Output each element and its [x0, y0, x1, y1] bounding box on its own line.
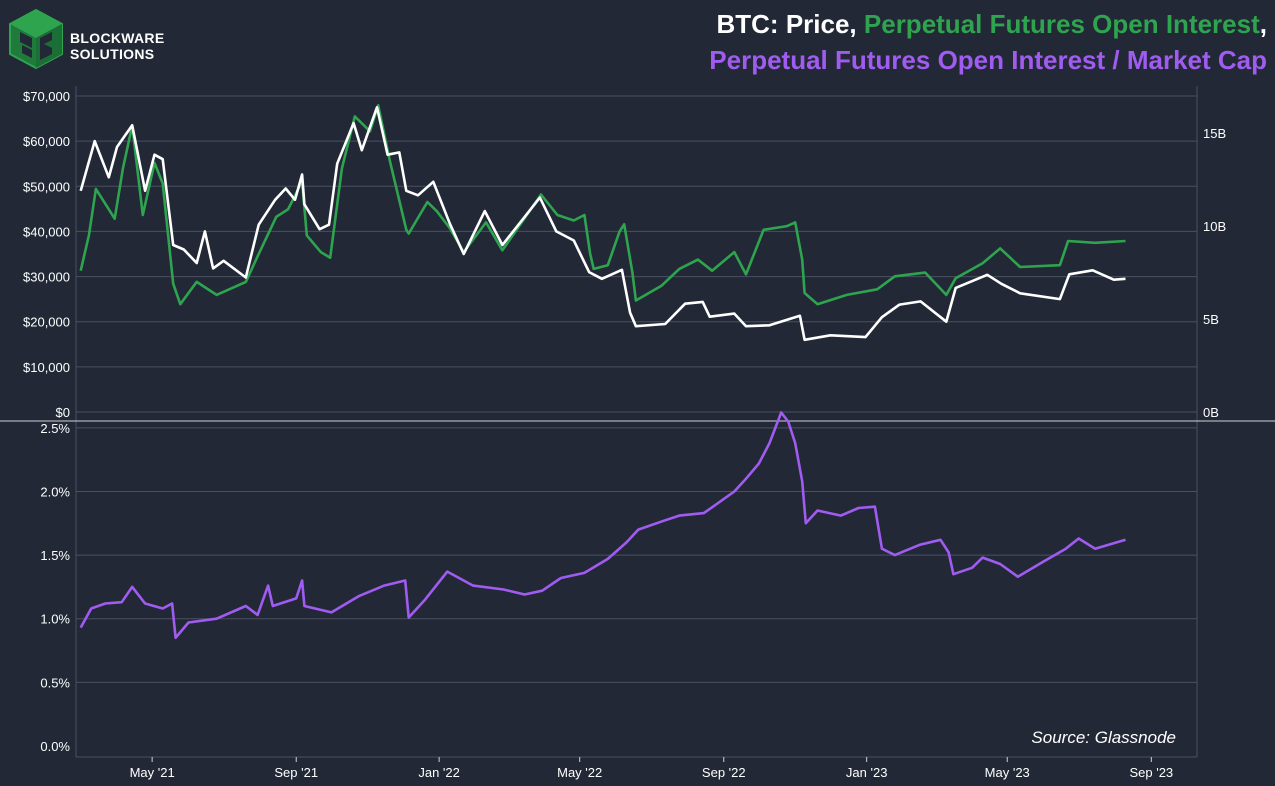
- series-line-price: [79, 106, 1126, 342]
- logo-line-1: BLOCKWARE: [70, 30, 165, 46]
- top-left-tick-label: $30,000: [23, 270, 70, 285]
- top-right-tick-label: 10B: [1203, 219, 1226, 234]
- bottom-left-tick-label: 2.5%: [40, 421, 70, 436]
- top-left-tick-label: $10,000: [23, 360, 70, 375]
- x-tick-label: May '21: [130, 765, 175, 780]
- x-tick-label: May '23: [985, 765, 1030, 780]
- x-tick-label: Jan '22: [418, 765, 460, 780]
- x-tick-label: Sep '21: [274, 765, 318, 780]
- source-label: Source: Glassnode: [1031, 728, 1176, 747]
- blockware-logo: BLOCKWARE SOLUTIONS: [6, 8, 166, 70]
- title-separator: ,: [1259, 9, 1267, 39]
- bottom-left-tick-label: 1.0%: [40, 612, 70, 627]
- series-layer: [79, 104, 1126, 640]
- top-left-tick-label: $20,000: [23, 315, 70, 330]
- top-right-tick-label: 0B: [1203, 405, 1219, 420]
- chart-title: BTC: Price, Perpetual Futures Open Inter…: [709, 6, 1267, 78]
- top-left-tick-label: $40,000: [23, 224, 70, 239]
- top-right-tick-label: 5B: [1203, 312, 1219, 327]
- axis-layer: $0 $10,000 $20,000 $30,000 $40,000 $50,000 $60…: [23, 89, 1226, 780]
- top-left-tick-label: $70,000: [23, 89, 70, 104]
- title-open-interest: Perpetual Futures Open Interest: [863, 9, 1260, 39]
- x-tick-label: May '22: [557, 765, 602, 780]
- title-line-1: BTC: Price, Perpetual Futures Open Inter…: [709, 6, 1268, 42]
- top-left-tick-label: $60,000: [23, 134, 70, 149]
- title-line-2: Perpetual Futures Open Interest / Market…: [709, 45, 1267, 75]
- bottom-left-tick-label: 1.5%: [40, 548, 70, 563]
- top-left-tick-label: $0: [56, 405, 70, 420]
- x-tick-label: Sep '22: [702, 765, 746, 780]
- bottom-left-tick-label: 0.0%: [40, 739, 70, 754]
- series-line-open-interest: [79, 104, 1126, 306]
- top-right-tick-label: 15B: [1203, 126, 1226, 141]
- title-price: BTC: Price,: [716, 9, 857, 39]
- x-tick-label: Jan '23: [846, 765, 888, 780]
- blockware-cube-icon: [9, 8, 63, 70]
- x-tick-label: Sep '23: [1129, 765, 1173, 780]
- top-left-tick-label: $50,000: [23, 179, 70, 194]
- series-line-oi-market-cap: [79, 411, 1126, 640]
- logo-line-2: SOLUTIONS: [70, 46, 155, 62]
- bottom-left-tick-label: 2.0%: [40, 484, 70, 499]
- bottom-left-tick-label: 0.5%: [40, 675, 70, 690]
- grid-layer: [0, 86, 1275, 758]
